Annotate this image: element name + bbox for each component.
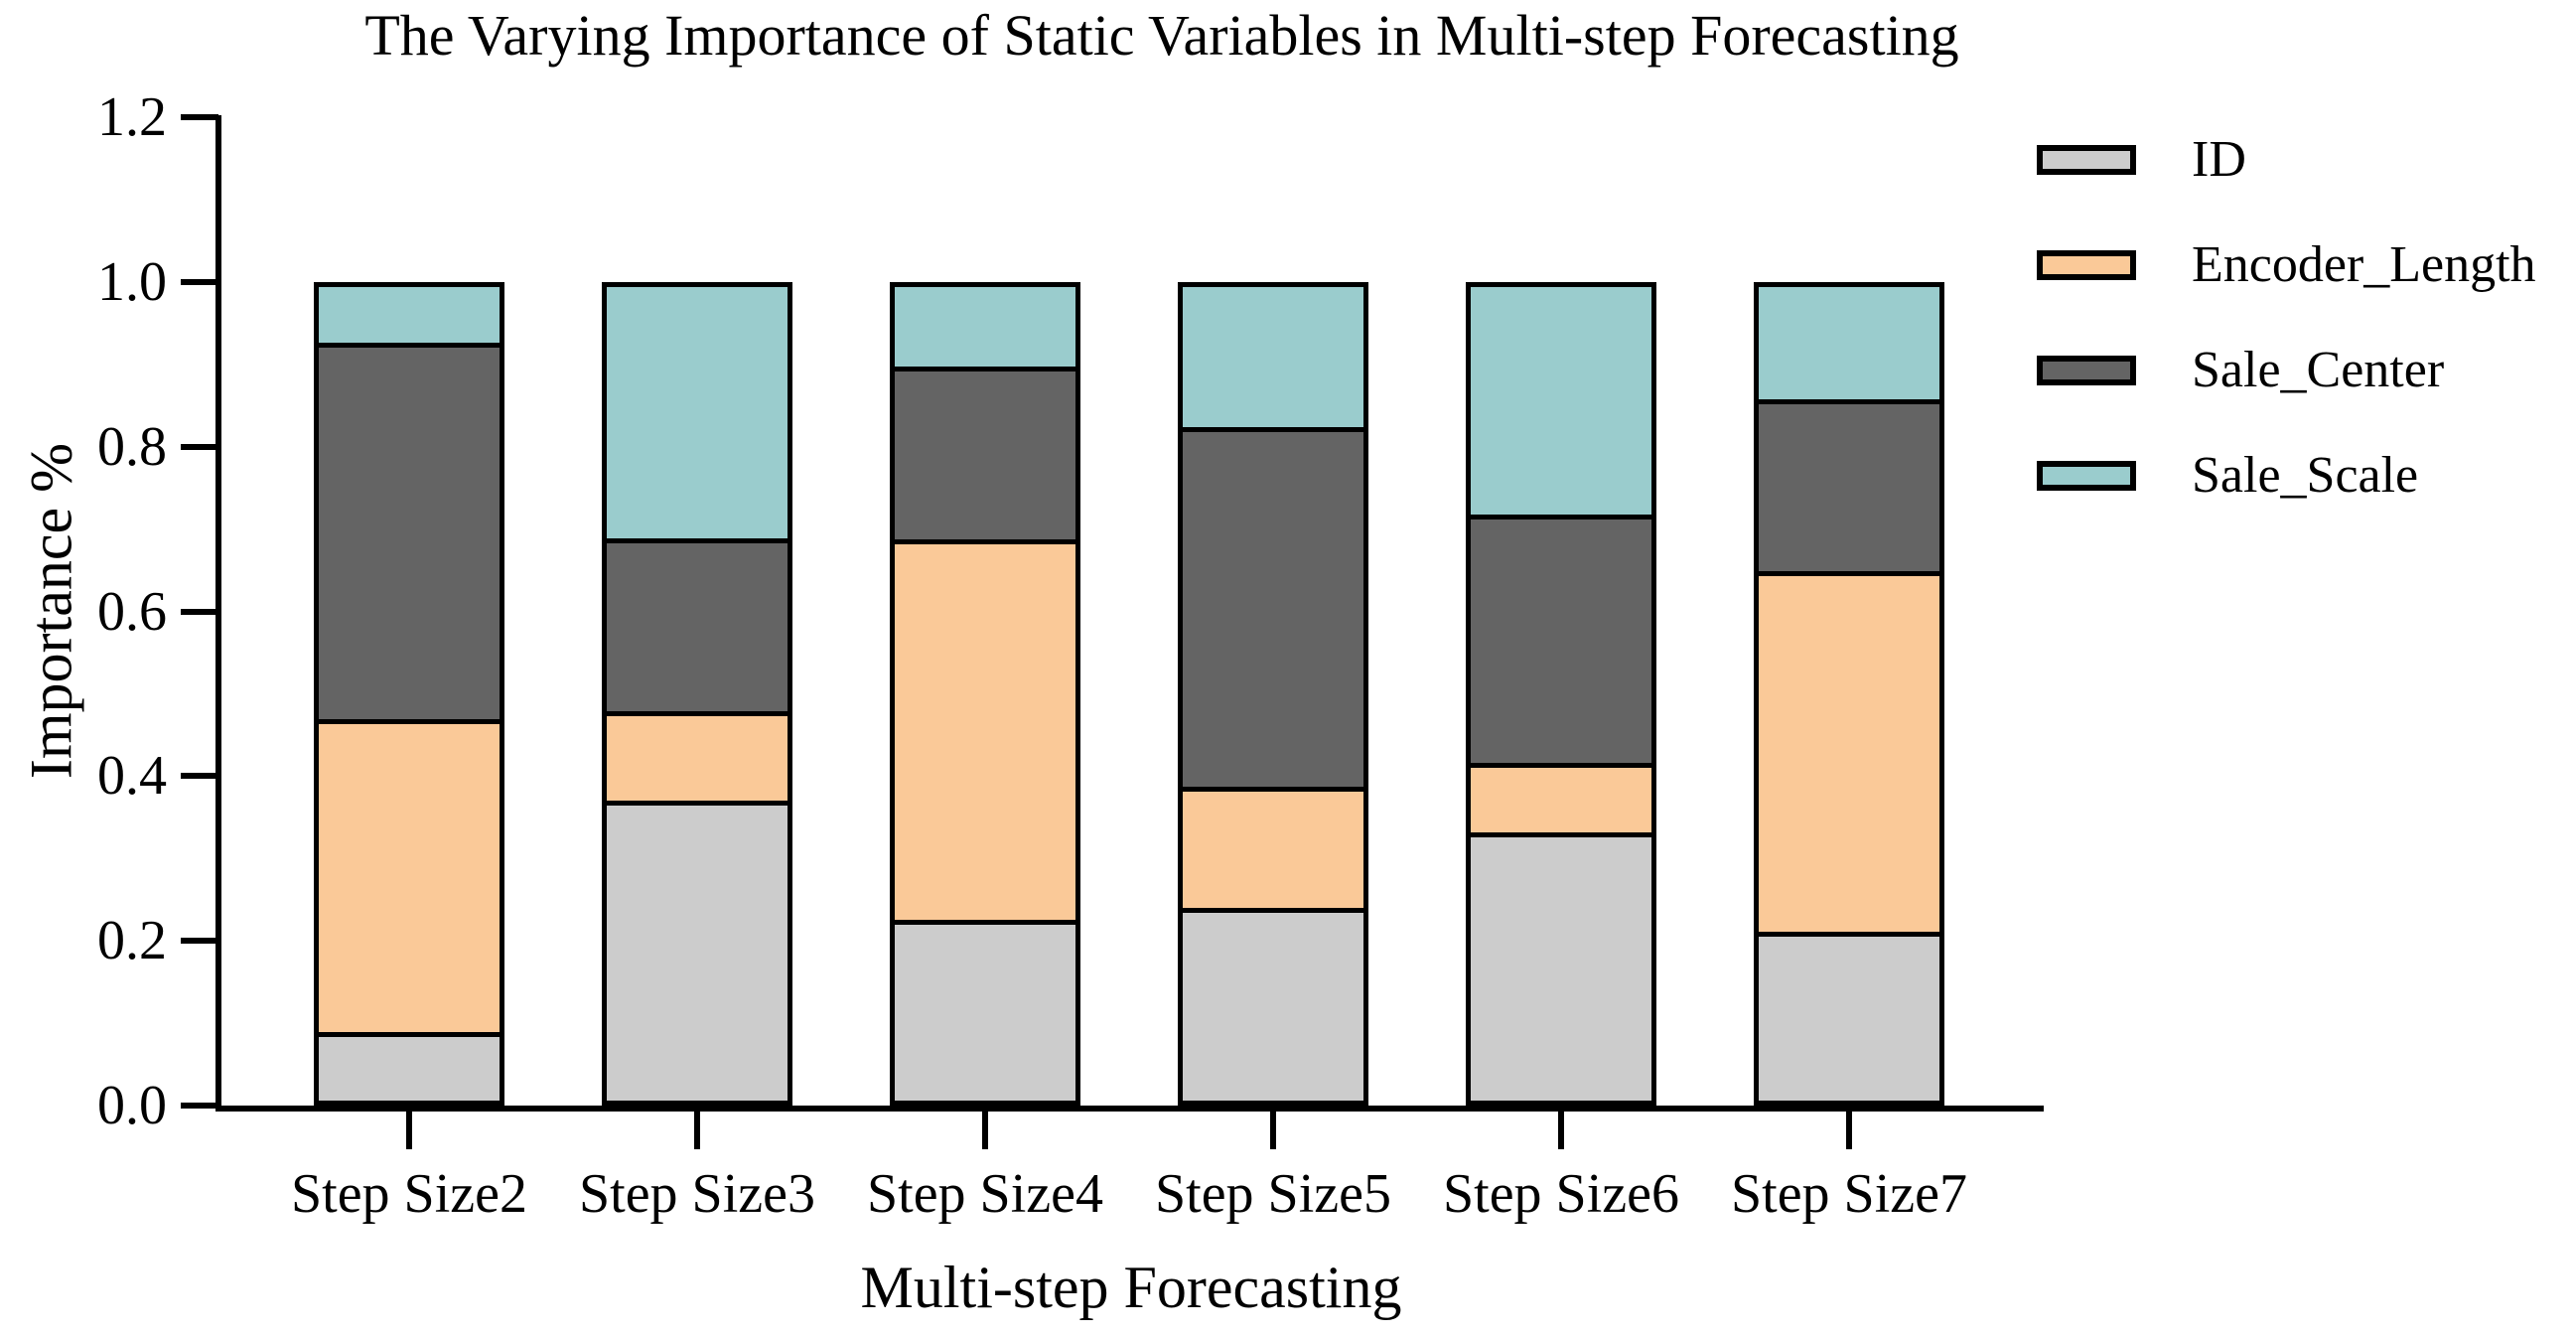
bar-segment-sale_scale xyxy=(607,287,787,544)
stacked-bar-step-size4 xyxy=(890,282,1080,1106)
bar-segment-encoder_length xyxy=(607,716,787,806)
chart-title: The Varying Importance of Static Variabl… xyxy=(364,3,1959,68)
legend-label-sale_center: Sale_Center xyxy=(2192,342,2445,398)
bar-segment-sale_scale xyxy=(1759,287,1939,404)
y-tick-label: 1.0 xyxy=(97,251,167,313)
x-tick-label: Step Size4 xyxy=(867,1163,1103,1225)
legend-label-encoder_length: Encoder_Length xyxy=(2192,236,2536,293)
bar-segment-id xyxy=(319,1036,500,1101)
y-tick-mark xyxy=(181,938,218,945)
x-tick-label: Step Size5 xyxy=(1155,1163,1391,1225)
bar-segment-id xyxy=(895,925,1075,1101)
y-tick-mark xyxy=(181,279,218,285)
y-tick-mark xyxy=(181,443,218,450)
y-tick-label: 0.6 xyxy=(97,580,167,643)
bar-segment-sale_scale xyxy=(895,287,1075,372)
y-axis-line xyxy=(215,115,221,1112)
y-tick-label: 1.2 xyxy=(97,86,167,149)
bar-segment-sale_center xyxy=(319,348,500,725)
x-tick-mark xyxy=(1270,1112,1276,1149)
bar-segment-encoder_length xyxy=(1471,768,1651,837)
y-tick-label: 0.4 xyxy=(97,745,167,808)
x-tick-mark xyxy=(982,1112,988,1149)
stacked-bar-step-size6 xyxy=(1466,282,1656,1106)
x-tick-label: Step Size6 xyxy=(1443,1163,1679,1225)
bar-segment-encoder_length xyxy=(1759,576,1939,938)
y-tick-label: 0.0 xyxy=(97,1075,167,1136)
bar-segment-encoder_length xyxy=(319,724,500,1037)
x-tick-mark xyxy=(694,1112,700,1149)
x-tick-mark xyxy=(406,1112,412,1149)
legend-swatch-sale_center xyxy=(2037,356,2136,385)
y-axis-title: Importance % xyxy=(18,442,84,780)
bar-segment-encoder_length xyxy=(1183,792,1363,914)
x-tick-label: Step Size3 xyxy=(579,1163,815,1225)
stacked-bar-step-size7 xyxy=(1754,282,1944,1106)
legend-label-sale_scale: Sale_Scale xyxy=(2192,447,2419,504)
bar-segment-id xyxy=(1183,913,1363,1101)
legend-swatch-id xyxy=(2037,145,2136,175)
y-tick-mark xyxy=(181,773,218,780)
bar-segment-encoder_length xyxy=(895,544,1075,926)
bar-segment-sale_scale xyxy=(1183,287,1363,432)
stacked-bar-step-size2 xyxy=(314,282,504,1106)
y-tick-mark xyxy=(181,608,218,615)
bar-segment-sale_scale xyxy=(319,287,500,349)
bar-segment-id xyxy=(1471,836,1651,1101)
legend-label-id: ID xyxy=(2192,131,2246,188)
bar-segment-sale_center xyxy=(1759,403,1939,577)
bar-segment-sale_scale xyxy=(1471,287,1651,520)
x-tick-mark xyxy=(1558,1112,1564,1149)
x-tick-label: Step Size2 xyxy=(291,1163,527,1225)
bar-segment-sale_center xyxy=(1183,431,1363,793)
bar-segment-id xyxy=(607,805,787,1101)
legend-swatch-encoder_length xyxy=(2037,250,2136,280)
y-tick-label: 0.8 xyxy=(97,415,167,478)
x-axis-line xyxy=(215,1106,2044,1112)
y-tick-label: 0.2 xyxy=(97,910,167,972)
bar-segment-id xyxy=(1759,937,1939,1101)
bar-segment-sale_center xyxy=(1471,520,1651,769)
bar-segment-sale_center xyxy=(895,371,1075,545)
stacked-bar-step-size3 xyxy=(602,282,792,1106)
x-tick-mark xyxy=(1846,1112,1852,1149)
y-tick-mark xyxy=(181,114,218,121)
x-tick-label: Step Size7 xyxy=(1731,1163,1967,1225)
bar-segment-sale_center xyxy=(607,543,787,717)
stacked-bar-step-size5 xyxy=(1178,282,1368,1106)
legend-swatch-sale_scale xyxy=(2037,461,2136,491)
x-axis-title: Multi-step Forecasting xyxy=(860,1255,1402,1320)
y-tick-mark xyxy=(181,1103,218,1109)
